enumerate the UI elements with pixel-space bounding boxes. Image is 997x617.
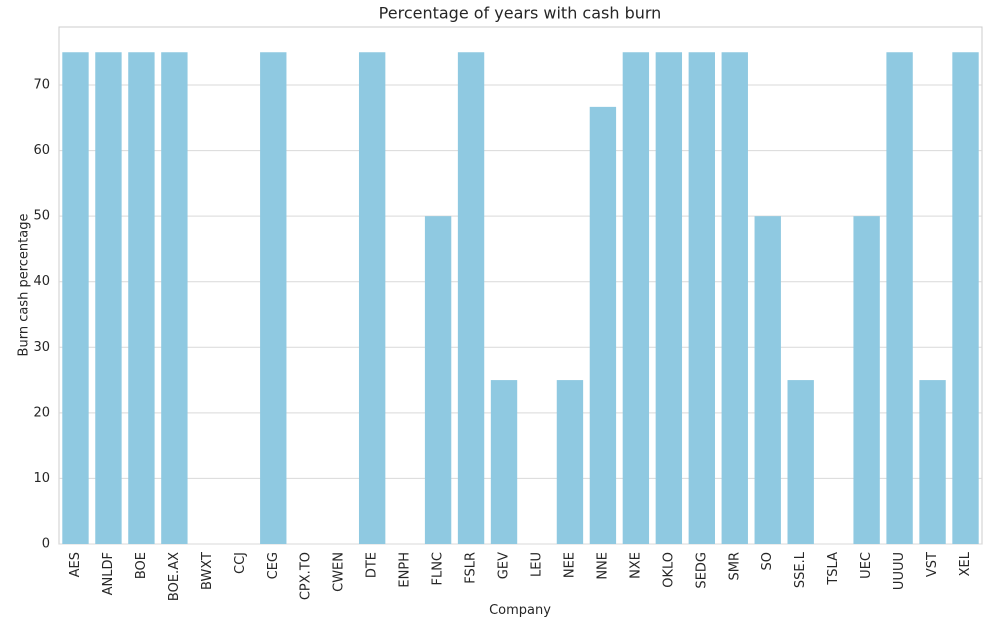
y-tick-label: 40 — [33, 274, 50, 289]
bar — [919, 380, 946, 544]
chart-title: Percentage of years with cash burn — [379, 4, 662, 23]
x-tick-label: SO — [760, 552, 775, 570]
bar — [622, 52, 650, 544]
x-tick-label: NXE — [628, 552, 643, 579]
bar — [457, 52, 485, 544]
y-tick-label: 10 — [33, 471, 50, 486]
x-tick-label: CEG — [266, 552, 281, 579]
plot-frame — [58, 26, 983, 545]
bar — [853, 216, 880, 544]
x-tick-label: VST — [925, 552, 940, 577]
bar — [721, 52, 748, 544]
x-tick-label: SEDG — [694, 552, 709, 589]
y-tick-label: 30 — [33, 340, 50, 355]
x-tick-label: BOE.AX — [167, 552, 182, 601]
x-tick-label: AES — [68, 552, 83, 577]
bar — [688, 52, 715, 544]
x-tick-label: OKLO — [661, 552, 676, 588]
bar — [128, 52, 155, 544]
bar — [886, 52, 913, 544]
x-tick-label: BWXT — [200, 552, 215, 590]
x-tick-label: UEC — [859, 552, 874, 579]
x-tick-label: NNE — [595, 552, 610, 580]
x-tick-label: CPX.TO — [299, 552, 314, 600]
y-tick-label: 50 — [33, 209, 50, 224]
x-tick-label: ANLDF — [101, 552, 116, 595]
bar — [754, 216, 781, 544]
bar — [787, 380, 814, 544]
bar — [260, 52, 287, 544]
x-tick-label: LEU — [529, 552, 544, 577]
y-tick-label: 70 — [33, 78, 50, 93]
x-tick-label: NEE — [562, 552, 577, 578]
x-tick-label: ENPH — [398, 552, 413, 588]
bar — [358, 52, 386, 544]
x-tick-label: BOE — [134, 552, 149, 579]
y-tick-label: 20 — [33, 405, 50, 420]
x-tick-label: TSLA — [826, 552, 841, 586]
x-tick-label: XEL — [958, 551, 973, 576]
bar — [556, 380, 584, 544]
bar — [62, 52, 89, 544]
x-tick-label: FLNC — [431, 552, 446, 586]
x-tick-label: SMR — [727, 552, 742, 581]
x-tick-label: GEV — [497, 552, 512, 579]
bar — [424, 216, 452, 544]
bar — [589, 106, 617, 544]
bar — [655, 52, 683, 544]
x-tick-label: SSE.L — [793, 551, 808, 588]
x-tick-label: FSLR — [464, 552, 479, 584]
bar — [952, 52, 979, 544]
x-tick-label: CWEN — [332, 552, 347, 592]
y-tick-label: 0 — [42, 537, 50, 552]
x-tick-label: DTE — [365, 552, 380, 578]
bar — [95, 52, 122, 544]
x-axis-label: Company — [489, 603, 551, 617]
y-axis-label: Burn cash percentage — [17, 214, 32, 357]
x-tick-label: UUUU — [892, 552, 907, 590]
x-tick-label: CCJ — [233, 552, 248, 574]
bar — [490, 380, 518, 544]
y-tick-label: 60 — [33, 143, 50, 158]
bar — [161, 52, 188, 544]
